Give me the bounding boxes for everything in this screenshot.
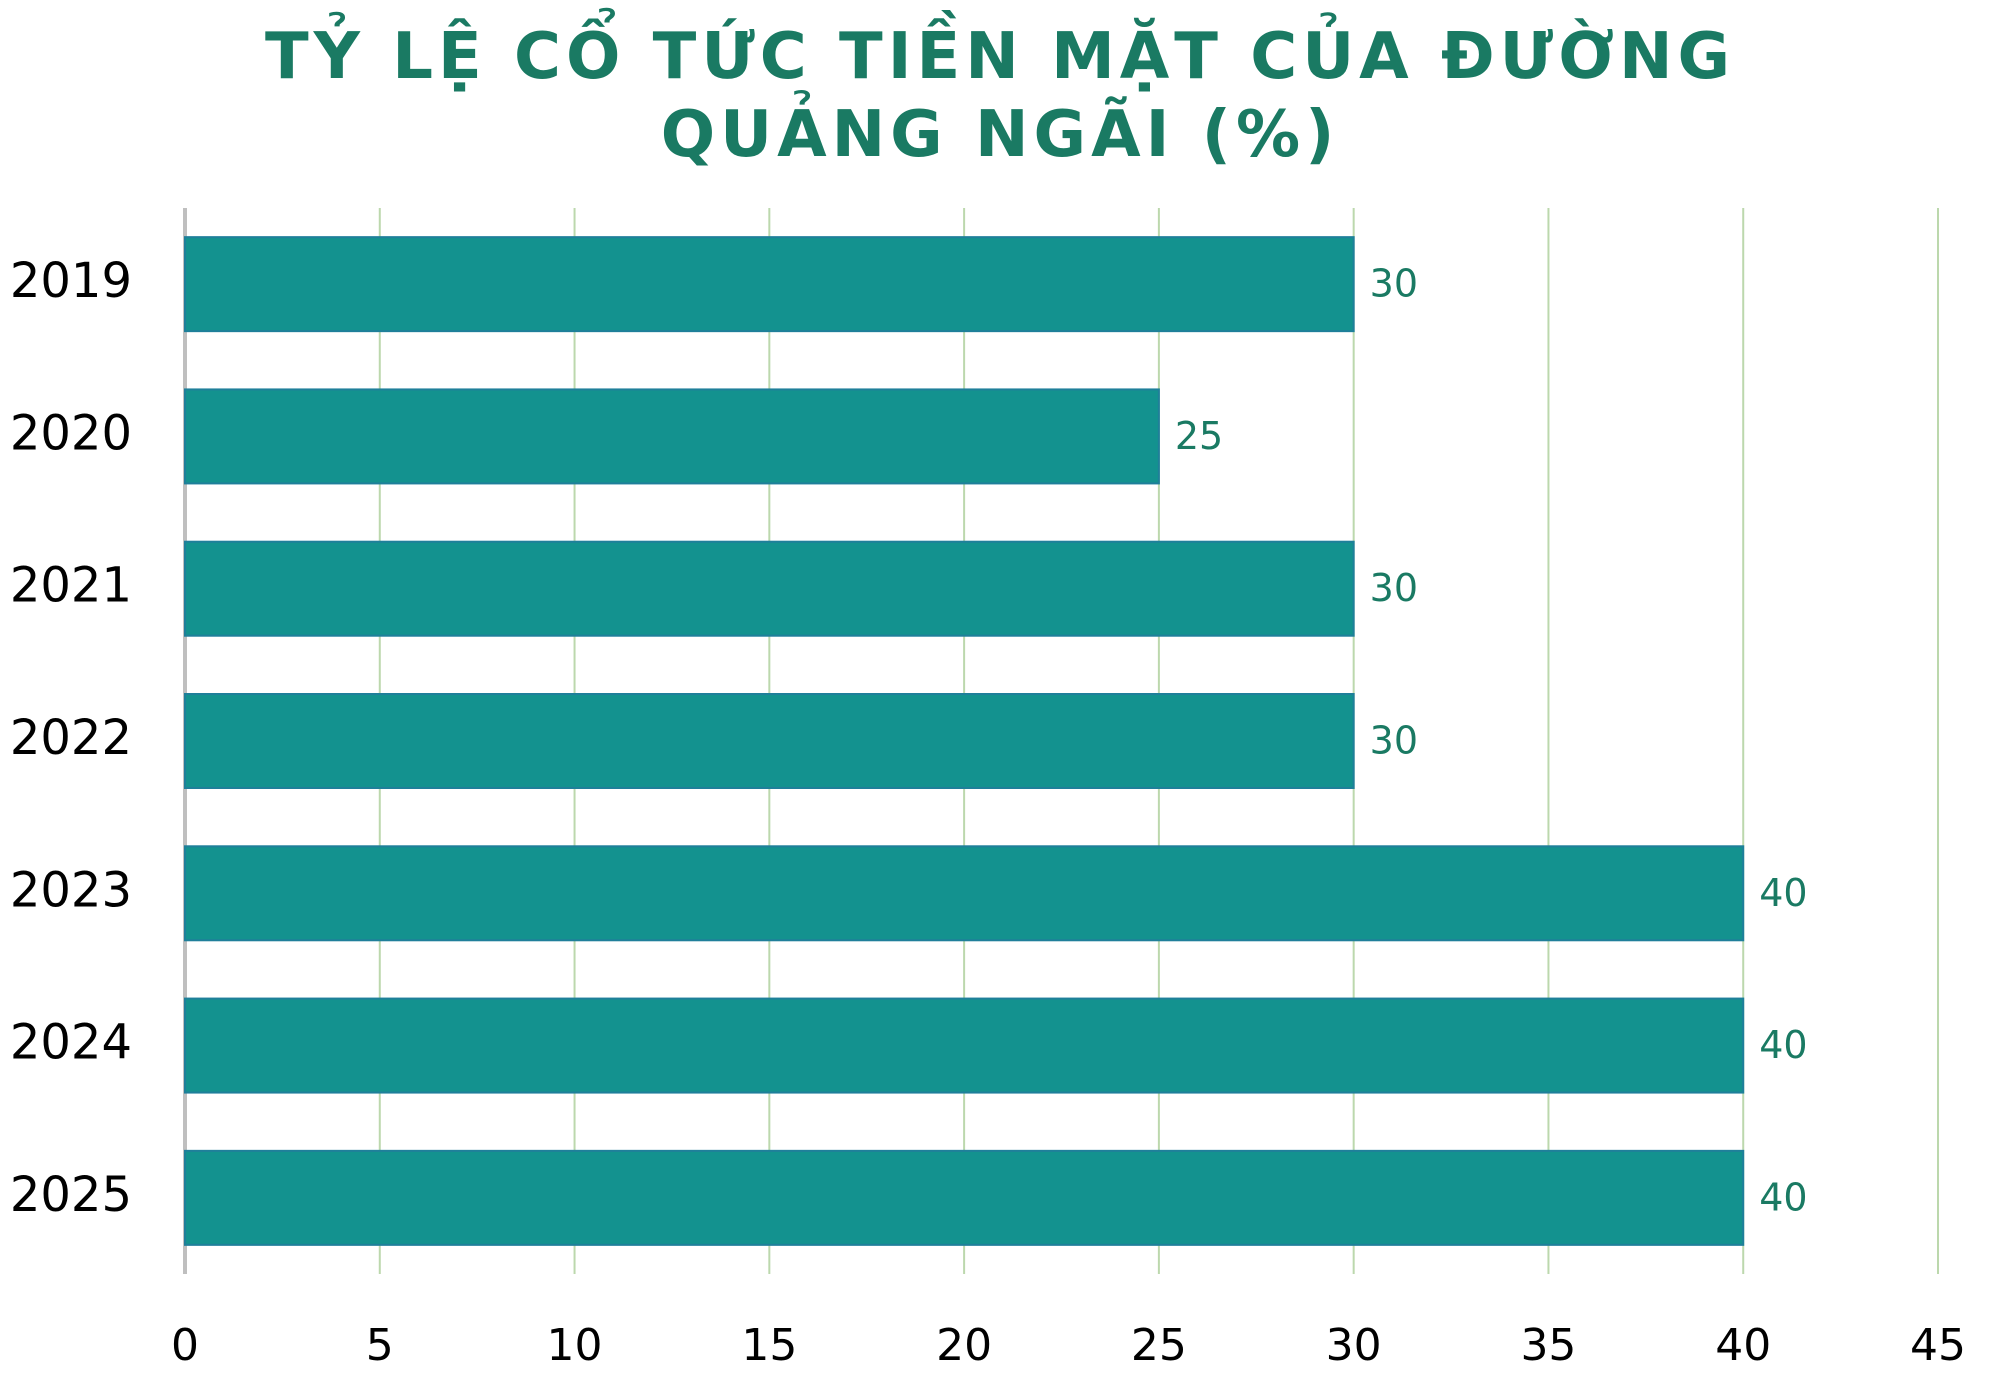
y-tick-label: 2019 <box>10 253 132 309</box>
bar <box>184 388 1160 485</box>
data-label: 40 <box>1759 1023 1807 1067</box>
x-tick-label: 5 <box>366 1320 394 1371</box>
bar <box>184 236 1355 333</box>
y-tick-label: 2022 <box>10 710 132 766</box>
x-tick-label: 20 <box>936 1320 992 1371</box>
bar <box>184 997 1745 1094</box>
y-tick-label: 2024 <box>10 1015 132 1071</box>
y-tick-label: 2020 <box>10 405 132 461</box>
data-label: 30 <box>1370 566 1418 610</box>
bar <box>184 845 1745 942</box>
data-label: 30 <box>1370 262 1418 306</box>
data-label: 30 <box>1370 719 1418 763</box>
x-tick-label: 15 <box>741 1320 797 1371</box>
x-tick-label: 45 <box>1910 1320 1966 1371</box>
chart-title: TỶ LỆ CỔ TỨC TIỀN MẶT CỦA ĐƯỜNG QUẢNG NG… <box>264 20 1736 172</box>
y-tick-label: 2025 <box>10 1167 132 1223</box>
x-tick-label: 10 <box>547 1320 603 1371</box>
x-tick-label: 35 <box>1520 1320 1576 1371</box>
data-label: 40 <box>1759 871 1807 915</box>
bar <box>184 1149 1745 1246</box>
data-label: 40 <box>1759 1175 1807 1219</box>
data-label: 25 <box>1175 414 1223 458</box>
bar <box>184 693 1355 789</box>
x-tick-label: 25 <box>1131 1320 1187 1371</box>
x-tick-label: 0 <box>171 1320 199 1371</box>
x-tick-label: 30 <box>1326 1320 1382 1371</box>
y-tick-label: 2023 <box>10 862 132 918</box>
y-tick-label: 2021 <box>10 558 132 614</box>
bar <box>184 540 1355 637</box>
x-tick-label: 40 <box>1715 1320 1771 1371</box>
